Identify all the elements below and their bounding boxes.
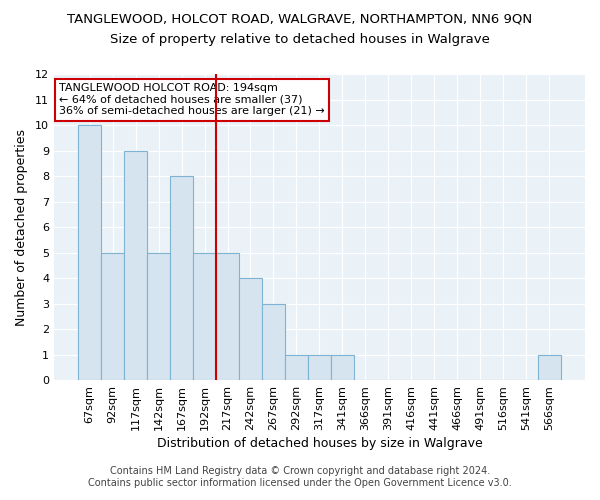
Y-axis label: Number of detached properties: Number of detached properties	[15, 128, 28, 326]
Text: TANGLEWOOD HOLCOT ROAD: 194sqm
← 64% of detached houses are smaller (37)
36% of : TANGLEWOOD HOLCOT ROAD: 194sqm ← 64% of …	[59, 83, 325, 116]
Text: Size of property relative to detached houses in Walgrave: Size of property relative to detached ho…	[110, 32, 490, 46]
Bar	[101, 252, 124, 380]
Bar	[124, 150, 147, 380]
Text: Contains HM Land Registry data © Crown copyright and database right 2024.
Contai: Contains HM Land Registry data © Crown c…	[88, 466, 512, 487]
Bar	[193, 252, 216, 380]
Bar	[78, 125, 101, 380]
Bar	[147, 252, 170, 380]
Bar	[285, 354, 308, 380]
Bar	[308, 354, 331, 380]
Bar	[216, 252, 239, 380]
Bar	[538, 354, 561, 380]
X-axis label: Distribution of detached houses by size in Walgrave: Distribution of detached houses by size …	[157, 437, 482, 450]
Bar	[331, 354, 354, 380]
Text: TANGLEWOOD, HOLCOT ROAD, WALGRAVE, NORTHAMPTON, NN6 9QN: TANGLEWOOD, HOLCOT ROAD, WALGRAVE, NORTH…	[67, 12, 533, 26]
Bar	[170, 176, 193, 380]
Bar	[239, 278, 262, 380]
Bar	[262, 304, 285, 380]
